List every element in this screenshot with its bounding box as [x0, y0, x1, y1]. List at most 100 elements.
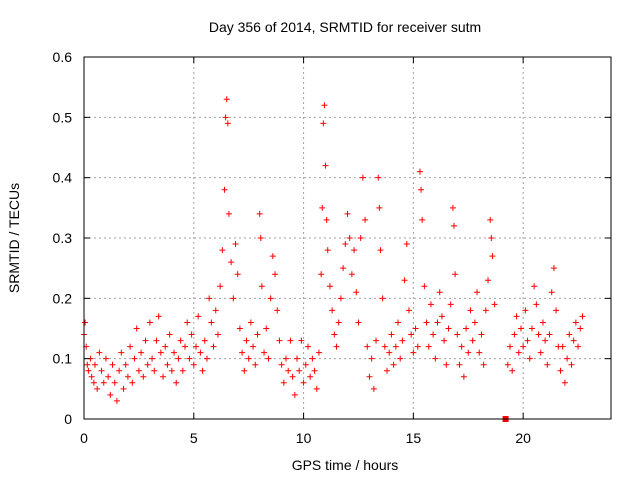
data-point — [539, 319, 546, 326]
data-point — [122, 361, 129, 368]
data-point — [223, 96, 230, 103]
data-point — [471, 319, 478, 326]
data-point — [553, 307, 560, 314]
x-axis-title: GPS time / hours — [292, 457, 399, 473]
data-point — [331, 331, 338, 338]
data-point — [90, 379, 97, 386]
data-point — [254, 331, 261, 338]
data-point — [441, 337, 448, 344]
data-point — [544, 361, 551, 368]
data-point — [100, 379, 107, 386]
x-tick-label: 10 — [296, 430, 312, 446]
data-point — [414, 343, 421, 350]
data-point — [206, 295, 213, 302]
data-point — [322, 162, 329, 169]
data-point — [129, 379, 136, 386]
data-point — [313, 385, 320, 392]
data-point — [236, 325, 243, 332]
data-point — [546, 331, 553, 338]
y-tick-label: 0.2 — [53, 290, 73, 306]
data-point — [326, 283, 333, 290]
data-point — [386, 349, 393, 356]
data-point — [557, 367, 564, 374]
data-point — [570, 337, 577, 344]
data-point — [243, 337, 250, 344]
data-point — [548, 289, 555, 296]
data-point — [520, 343, 527, 350]
data-point — [197, 349, 204, 356]
data-point — [537, 349, 544, 356]
data-point — [256, 210, 263, 217]
data-point — [377, 247, 384, 254]
data-point — [201, 337, 208, 344]
data-point — [559, 343, 566, 350]
data-point — [214, 331, 221, 338]
data-point — [357, 235, 364, 241]
data-point — [177, 337, 184, 344]
data-point — [142, 337, 149, 344]
data-point — [579, 313, 586, 320]
data-point — [289, 373, 296, 380]
x-tick-label: 5 — [190, 430, 198, 446]
data-point — [133, 325, 140, 332]
data-point — [412, 325, 419, 332]
data-point — [320, 120, 327, 127]
data-point — [458, 343, 465, 350]
data-point — [480, 361, 487, 368]
data-point — [438, 313, 445, 320]
data-point — [577, 325, 584, 332]
data-point — [116, 367, 123, 374]
data-point — [460, 373, 467, 380]
x-tick-labels: 0 5 10 15 20 — [80, 430, 531, 446]
data-point — [436, 289, 443, 296]
data-point — [228, 259, 235, 266]
data-point — [135, 367, 142, 374]
data-point — [425, 343, 432, 350]
data-point — [224, 120, 231, 127]
data-point — [432, 355, 439, 362]
data-point — [225, 210, 232, 217]
data-point — [542, 337, 549, 344]
data-point — [379, 295, 386, 302]
data-point — [418, 186, 425, 193]
data-point — [535, 331, 542, 338]
data-point — [319, 204, 326, 211]
data-point — [318, 271, 325, 278]
data-point — [252, 361, 259, 368]
data-point — [217, 283, 224, 290]
data-point — [208, 319, 215, 326]
data-point — [524, 337, 531, 344]
data-point — [504, 361, 511, 368]
data-point — [476, 349, 483, 356]
data-point — [118, 349, 125, 356]
data-point — [517, 325, 524, 332]
data-point — [445, 325, 452, 332]
data-point — [550, 265, 557, 272]
data-point — [153, 337, 160, 344]
data-point — [566, 331, 573, 338]
data-point — [403, 241, 410, 248]
data-point — [261, 349, 268, 356]
data-point — [293, 355, 300, 362]
data-point — [247, 319, 254, 326]
data-point — [188, 331, 195, 338]
data-point — [561, 379, 568, 386]
data-point — [265, 355, 272, 362]
data-point — [342, 241, 349, 248]
data-point — [364, 343, 371, 350]
data-point — [234, 271, 241, 278]
data-point — [212, 307, 219, 314]
data-point — [307, 373, 314, 380]
y-tick-label: 0.5 — [53, 109, 73, 125]
data-point — [210, 343, 217, 350]
data-point — [195, 313, 202, 320]
data-point — [144, 361, 151, 368]
data-point — [232, 241, 239, 248]
data-point — [381, 343, 388, 350]
data-point — [430, 331, 437, 338]
data-point — [96, 349, 103, 356]
data-point — [572, 319, 579, 326]
data-point — [351, 247, 358, 254]
data-point — [239, 349, 246, 356]
y-tick-label: 0.4 — [53, 170, 73, 186]
